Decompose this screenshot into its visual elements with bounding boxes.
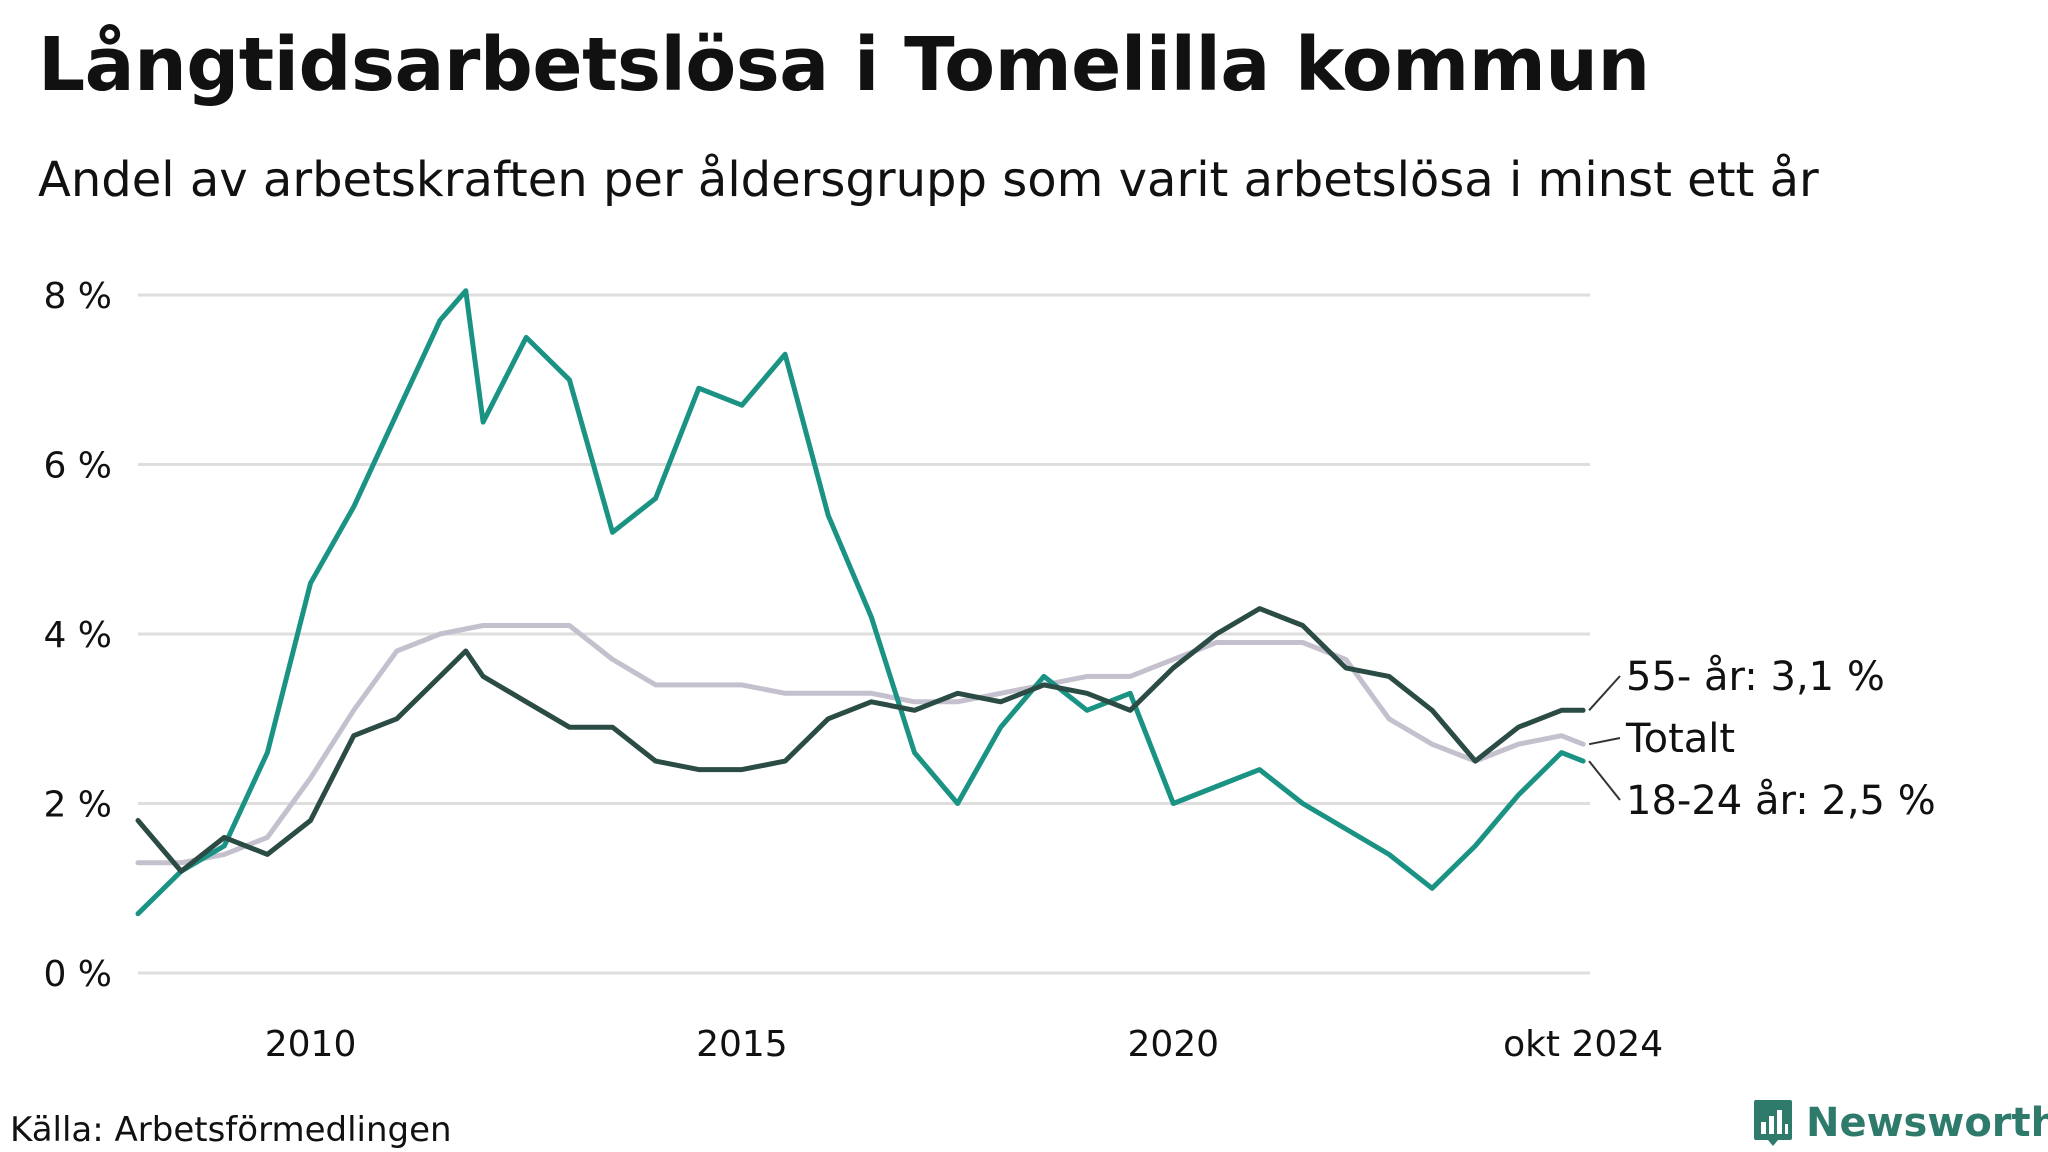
grid-layer bbox=[138, 293, 1590, 975]
x-axis-ticks: 2010 2015 2020 okt 2024 bbox=[265, 1024, 1663, 1065]
end-label-leader bbox=[1588, 760, 1621, 801]
x-tick-label: 2020 bbox=[1127, 1024, 1219, 1065]
newsworthy-logo-icon bbox=[1754, 1100, 1792, 1146]
page-subtitle: Andel av arbetskraften per åldersgrupp s… bbox=[38, 152, 1819, 208]
end-label-leader bbox=[1588, 675, 1621, 711]
series-line-older bbox=[135, 606, 1586, 874]
end-label-youth: 18-24 år: 2,5 % bbox=[1626, 778, 1936, 824]
series-layer bbox=[135, 288, 1586, 917]
y-tick-label: 8 % bbox=[43, 276, 112, 317]
y-tick-label: 0 % bbox=[43, 954, 112, 995]
y-tick-label: 6 % bbox=[43, 446, 112, 487]
y-axis-ticks: 0 % 2 % 4 % 6 % 8 % bbox=[43, 276, 112, 995]
y-tick-label: 4 % bbox=[43, 615, 112, 656]
y-tick-label: 2 % bbox=[43, 785, 112, 826]
series-line-total bbox=[135, 623, 1586, 866]
brand-logo[interactable]: Newsworthy bbox=[1752, 1098, 2048, 1148]
end-label-total: Totalt bbox=[1625, 716, 1735, 762]
end-label-leader bbox=[1588, 737, 1621, 746]
source-note: Källa: Arbetsförmedlingen bbox=[10, 1110, 452, 1150]
page-title: Långtidsarbetslösa i Tomelilla kommun bbox=[38, 22, 1650, 108]
brand-name: Newsworthy bbox=[1806, 1100, 2048, 1146]
x-tick-label: 2015 bbox=[696, 1024, 788, 1065]
end-labels: 55- år: 3,1 % Totalt 18-24 år: 2,5 % bbox=[1588, 654, 1936, 824]
x-tick-label: 2010 bbox=[265, 1024, 357, 1065]
x-tick-label: okt 2024 bbox=[1503, 1024, 1663, 1065]
end-label-older: 55- år: 3,1 % bbox=[1626, 654, 1885, 700]
series-line-youth bbox=[135, 288, 1586, 917]
